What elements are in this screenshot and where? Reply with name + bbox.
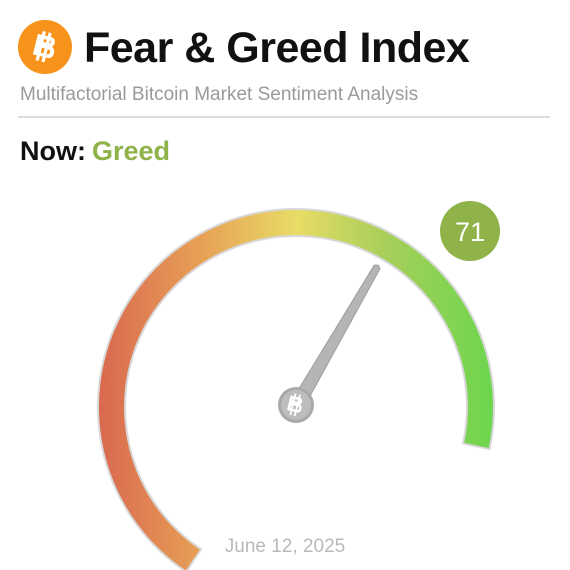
page-subtitle: Multifactorial Bitcoin Market Sentiment … [20, 84, 419, 105]
date-label: June 12, 2025 [224, 536, 346, 557]
gauge-value-badge: 71 [440, 201, 500, 261]
current-status: Now: Greed [20, 136, 170, 167]
divider [18, 116, 550, 118]
now-label: Now: [20, 136, 86, 166]
bitcoin-logo-icon [18, 20, 72, 74]
classification-label: Greed [91, 136, 171, 166]
page-title: Fear & Greed Index [84, 24, 470, 72]
needle-hub-bitcoin-icon [278, 387, 314, 423]
gauge-value-text: 71 [455, 217, 485, 247]
